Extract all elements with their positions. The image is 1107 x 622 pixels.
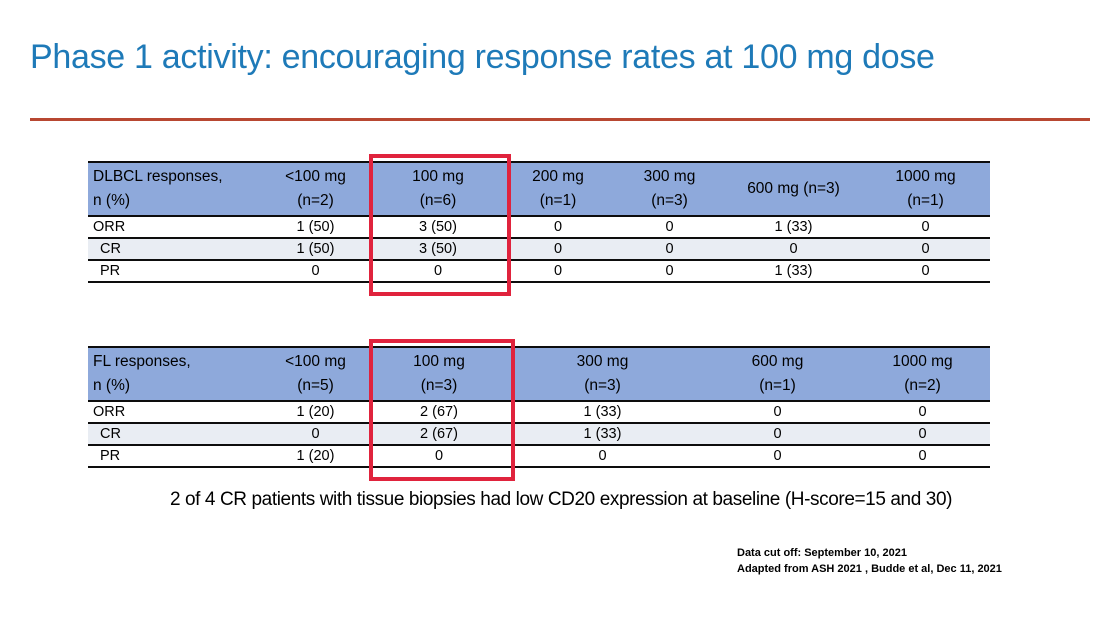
dose-n-label: (n=3) [651,192,688,209]
row-label: PR [88,445,258,468]
dose-label: 100 mg [413,353,465,370]
value-cell: 0 [861,216,990,239]
dose-n-label: (n=2) [297,192,334,209]
cd20-expression-note: 2 of 4 CR patients with tissue biopsies … [169,489,953,510]
dlbcl-responses-table-container: DLBCL responses, n (%) <100 mg (n=2) 100 mg (… [88,161,990,283]
value-cell: 0 [373,445,505,468]
dose-label: 600 mg (n=3) [747,180,840,197]
table-row: CR 0 2 (67) 1 (33) 0 0 [88,423,990,446]
footer-citation: Adapted from ASH 2021 , Budde et al, Dec… [737,562,1002,575]
value-cell: 0 [726,238,861,261]
value-cell: 0 [855,423,990,446]
value-cell: 1 (50) [258,238,373,261]
value-cell: 0 [700,401,855,424]
value-cell: 0 [700,423,855,446]
dose-column-header: <100 mg (n=5) [258,346,373,402]
dose-column-header: 1000 mg (n=2) [855,346,990,402]
value-cell: 1 (33) [505,423,700,446]
dose-column-header: 200 mg (n=1) [503,161,613,217]
dose-column-header: <100 mg (n=2) [258,161,373,217]
dlbcl-response-table: DLBCL responses, n (%) <100 mg (n=2) 100 mg (… [88,161,990,283]
dose-column-header: 100 mg (n=6) [373,161,503,217]
fl-response-table: FL responses, n (%) <100 mg (n=5) 100 mg (n=3… [88,346,990,468]
value-cell: 1 (33) [726,260,861,283]
value-cell: 1 (33) [726,216,861,239]
footer-notes: Data cut off: September 10, 2021 Adapted… [737,546,1002,577]
value-cell: 2 (67) [373,423,505,446]
value-cell: 1 (50) [258,216,373,239]
dose-label: <100 mg [285,353,346,370]
table-title-line: DLBCL responses, [93,168,223,185]
value-cell: 0 [700,445,855,468]
value-cell: 0 [505,445,700,468]
footer-data-cutoff: Data cut off: September 10, 2021 [737,547,907,559]
dose-column-header: 1000 mg (n=1) [861,161,990,217]
dose-label: 600 mg [751,353,804,370]
slide-title: Phase 1 activity: encouraging response r… [30,38,935,76]
table-row: PR 1 (20) 0 0 0 0 [88,445,990,468]
value-cell: 0 [855,445,990,468]
dose-column-header: 100 mg (n=3) [373,346,505,402]
value-cell: 0 [855,401,990,424]
dose-n-label: (n=5) [297,377,334,394]
table-title-line: n (%) [93,377,131,394]
dose-column-header: 600 mg (n=3) [726,161,861,217]
value-cell: 0 [373,260,503,283]
dlbcl-table-title-cell: DLBCL responses, n (%) [88,161,258,217]
value-cell: 3 (50) [373,238,503,261]
dose-n-label: (n=3) [420,377,458,394]
value-cell: 0 [613,216,726,239]
value-cell: 2 (67) [373,401,505,424]
value-cell: 0 [861,260,990,283]
value-cell: 0 [503,260,613,283]
dose-label: 1000 mg [892,353,953,370]
dose-column-header: 300 mg (n=3) [613,161,726,217]
value-cell: 1 (20) [258,401,373,424]
dose-label: 1000 mg [895,168,956,185]
table-row: CR 1 (50) 3 (50) 0 0 0 0 [88,238,990,261]
value-cell: 0 [613,260,726,283]
dose-n-label: (n=2) [904,377,941,394]
table-header-row: DLBCL responses, n (%) <100 mg (n=2) 100 mg (… [88,161,990,217]
dose-column-header: 300 mg (n=3) [505,346,700,402]
dose-label: 200 mg [532,168,584,185]
dose-label: 100 mg [412,168,464,185]
value-cell: 0 [613,238,726,261]
dose-n-label: (n=3) [584,377,621,394]
dose-label: 300 mg [576,353,629,370]
table-row: PR 0 0 0 0 1 (33) 0 [88,260,990,283]
table-row: ORR 1 (20) 2 (67) 1 (33) 0 0 [88,401,990,424]
dose-label: 300 mg [643,168,696,185]
fl-responses-table-container: FL responses, n (%) <100 mg (n=5) 100 mg (n=3… [88,346,990,468]
table-title-line: n (%) [93,192,131,209]
dose-n-label: (n=1) [759,377,796,394]
row-label: CR [88,238,258,261]
value-cell: 0 [861,238,990,261]
value-cell: 0 [258,423,373,446]
dose-n-label: (n=1) [907,192,944,209]
value-cell: 0 [503,238,613,261]
dose-n-label: (n=1) [539,192,577,209]
row-label: CR [88,423,258,446]
dose-n-label: (n=6) [419,192,457,209]
fl-table-title-cell: FL responses, n (%) [88,346,258,402]
value-cell: 0 [503,216,613,239]
value-cell: 3 (50) [373,216,503,239]
value-cell: 1 (33) [505,401,700,424]
table-title-line: FL responses, [93,353,191,370]
row-label: ORR [88,216,258,239]
value-cell: 1 (20) [258,445,373,468]
table-header-row: FL responses, n (%) <100 mg (n=5) 100 mg (n=3… [88,346,990,402]
table-row: ORR 1 (50) 3 (50) 0 0 1 (33) 0 [88,216,990,239]
dose-label: <100 mg [285,168,346,185]
dose-column-header: 600 mg (n=1) [700,346,855,402]
row-label: ORR [88,401,258,424]
row-label: PR [88,260,258,283]
title-divider-line [30,118,1090,121]
value-cell: 0 [258,260,373,283]
